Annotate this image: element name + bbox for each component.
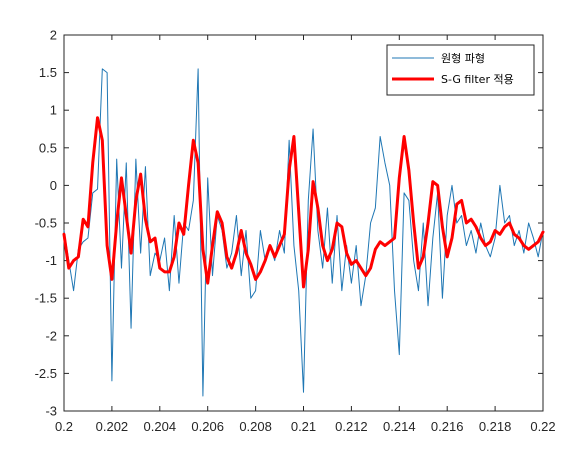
x-axis: 0.2 0.202 0.204 0.206 0.208 0.21 0.212 0.214 0.2…: [55, 35, 556, 434]
x-tick-label: 0.206: [191, 419, 224, 434]
x-tick-label: 0.22: [530, 419, 555, 434]
y-tick-label: -1.5: [35, 291, 57, 306]
x-tick-label: 0.216: [431, 419, 464, 434]
y-tick-label: 1: [50, 103, 57, 118]
legend: 원형 파형 S-G filter 적용: [386, 44, 535, 96]
y-tick-label: -2.5: [35, 366, 57, 381]
x-tick-label: 0.202: [96, 419, 129, 434]
legend-box: [386, 44, 535, 96]
y-tick-label: 0.5: [39, 140, 57, 155]
y-tick-label: 2: [50, 28, 57, 43]
y-tick-label: 0: [50, 178, 57, 193]
y-axis: -3 -2.5 -2 -1.5 -1 -0.5 0 0.5 1 1.5 2: [35, 28, 543, 419]
x-tick-label: 0.21: [291, 419, 316, 434]
y-tick-label: -2: [45, 328, 57, 343]
y-tick-label: -3: [45, 404, 57, 419]
y-tick-label: -1: [45, 253, 57, 268]
x-tick-label: 0.214: [383, 419, 416, 434]
x-tick-label: 0.2: [55, 419, 73, 434]
x-tick-label: 0.208: [239, 419, 272, 434]
x-tick-label: 0.218: [479, 419, 512, 434]
legend-label-original-waveform: 원형 파형: [441, 52, 485, 65]
plot-area: [62, 68, 545, 397]
x-tick-label: 0.212: [335, 419, 368, 434]
y-tick-label: 1.5: [39, 65, 57, 80]
y-tick-label: -0.5: [35, 216, 57, 231]
x-tick-label: 0.204: [144, 419, 177, 434]
legend-label-sg-filter: S-G filter 적용: [441, 73, 514, 86]
series-line-sg-filter: [62, 116, 545, 289]
